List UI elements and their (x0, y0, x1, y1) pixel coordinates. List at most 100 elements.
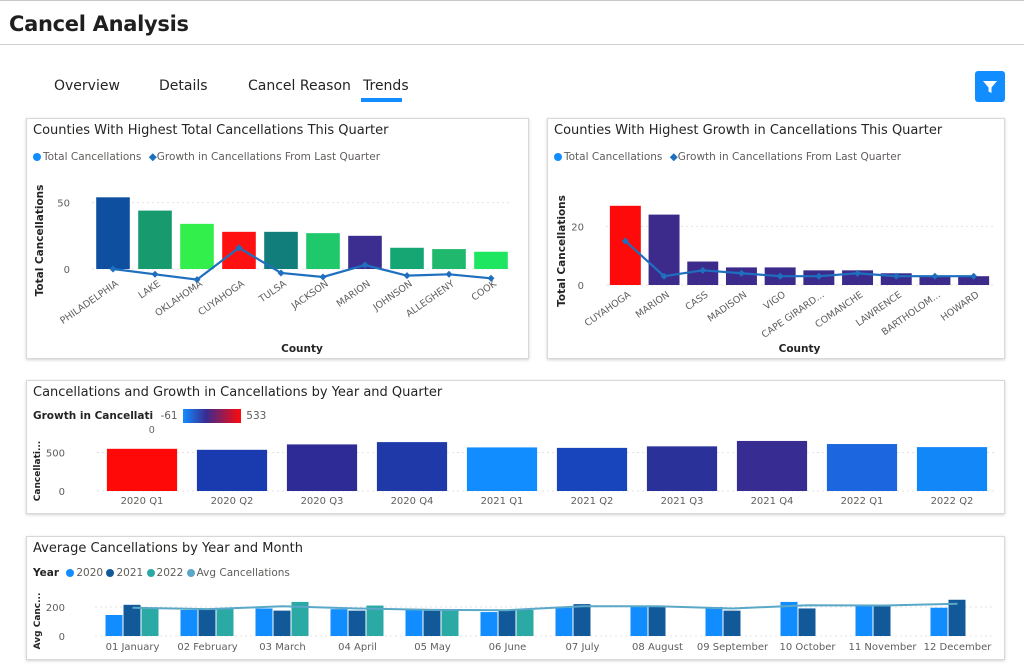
bar (873, 606, 891, 636)
bar (498, 609, 516, 636)
chart-card-year-quarter: Cancellations and Growth in Cancellation… (26, 380, 1005, 514)
clustered-bar-line-chart[interactable]: 0 200 01 January 02 February 03 March 04 Apri… (27, 537, 1006, 661)
y-tick-label: 20 (571, 222, 584, 233)
chart-card-year-month: Average Cancellations by Year and Month … (26, 536, 1005, 660)
legend-title: Growth in Cancellati (33, 410, 154, 422)
bar (255, 608, 273, 636)
x-tick-label: HOWARD (939, 289, 981, 323)
legend-item: 2020 (76, 567, 104, 579)
bar (855, 604, 873, 636)
y-axis-label: Cancellati... (33, 441, 43, 501)
legend-item: Avg Cancellations (196, 567, 290, 579)
bar (216, 608, 234, 636)
legend-dot-icon (66, 569, 75, 577)
line-marker (854, 269, 862, 277)
chart-title: Average Cancellations by Year and Month (33, 541, 304, 556)
x-tick-label: 11 November (849, 642, 918, 653)
x-tick-label: MARION (634, 289, 672, 320)
line-marker (235, 244, 243, 252)
bar (306, 233, 340, 269)
filter-button[interactable] (975, 71, 1005, 102)
growth-line (624, 240, 974, 278)
y-tick-label: 200 (46, 603, 65, 614)
x-tick-label: 2021 Q3 (661, 496, 704, 507)
y-tick-label: 0 (64, 265, 70, 276)
bar (556, 447, 628, 491)
line-marker (109, 265, 117, 273)
line-marker (660, 272, 668, 280)
chart-legend: Total Cancellations ◆Growth in Cancellat… (33, 151, 380, 163)
x-tick-label: 2021 Q2 (571, 496, 614, 507)
tab-trends[interactable]: Trends (363, 78, 409, 94)
x-tick-label: CASS (684, 289, 711, 312)
line-marker (815, 272, 823, 280)
bar (646, 446, 718, 491)
bar (466, 447, 538, 491)
line-marker (970, 272, 978, 280)
legend-dot-icon (186, 569, 195, 577)
x-tick-label: OKLAHOMA (153, 278, 205, 319)
bar (138, 210, 172, 269)
bar (474, 251, 508, 269)
x-tick-label: 03 March (259, 642, 305, 653)
x-axis-label: County (779, 343, 821, 355)
bar (291, 601, 309, 636)
line-marker (319, 273, 327, 281)
legend-dot-icon (554, 153, 562, 161)
legend-item: Growth in Cancellations From Last Quarte… (156, 151, 381, 163)
line-marker (776, 272, 784, 280)
y-tick-label: 0 (578, 281, 584, 292)
x-tick-label: 08 August (632, 642, 683, 653)
bar (96, 197, 130, 269)
page-title: Cancel Analysis (9, 12, 189, 36)
x-tick-label: 01 January (106, 642, 160, 653)
x-tick-label: MARION (335, 278, 373, 309)
chart-card-top-counties: Counties With Highest Total Cancellation… (26, 118, 529, 359)
legend-item: Growth in Cancellations From Last Quarte… (677, 151, 902, 163)
bar (441, 609, 459, 636)
bar (123, 604, 141, 636)
tab-details[interactable]: Details (159, 78, 208, 94)
bar (798, 608, 816, 636)
y-axis-label: Total Cancellations (34, 185, 46, 297)
active-tab-indicator (361, 98, 402, 102)
tab-cancel-reason[interactable]: Cancel Reason (248, 78, 351, 94)
bar (648, 607, 666, 636)
x-axis-label: County (281, 343, 323, 355)
diamond-marker-icon: ◆ (669, 151, 678, 163)
line-marker (621, 237, 629, 245)
x-tick-label: 05 May (414, 642, 451, 653)
bar (780, 601, 798, 636)
bar (366, 605, 384, 636)
filter-icon (983, 80, 997, 93)
x-tick-label: 07 July (566, 642, 600, 653)
bar (106, 448, 178, 491)
x-tick-label: 06 June (489, 642, 527, 653)
bar (948, 599, 966, 636)
x-tick-label: 2022 Q1 (841, 496, 884, 507)
tab-overview[interactable]: Overview (54, 78, 120, 94)
bar (330, 609, 348, 636)
bar (198, 609, 216, 636)
bar (480, 612, 498, 636)
bar (555, 607, 573, 636)
x-tick-label: CUYAHOGA (583, 289, 634, 329)
chart-title: Counties With Highest Total Cancellation… (33, 123, 389, 138)
growth-line (112, 246, 492, 281)
bar (286, 444, 358, 491)
x-tick-label: 02 February (177, 642, 237, 653)
bar (930, 607, 948, 636)
chart-card-growth-counties: Counties With Highest Growth in Cancella… (547, 118, 1005, 359)
bar (630, 605, 648, 636)
y-tick-label: 500 (46, 449, 65, 460)
bar (609, 205, 641, 285)
x-tick-label: CUYAHOGA (196, 278, 247, 318)
diamond-marker-icon: ◆ (148, 151, 157, 163)
app-header: Cancel Analysis (0, 0, 1024, 45)
bar (573, 604, 591, 636)
bar-chart[interactable]: 0 500 2020 Q1 2020 Q2 2020 Q3 2020 Q4 2021 Q1 2… (27, 381, 1006, 515)
bar (516, 609, 534, 636)
bar (264, 231, 298, 269)
